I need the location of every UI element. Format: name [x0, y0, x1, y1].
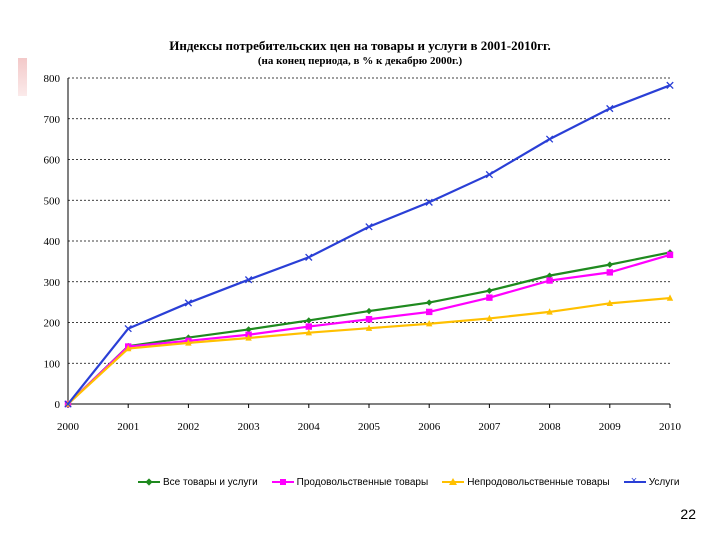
legend-label: Услуги	[648, 476, 680, 488]
legend-label: Непродовольственные товары	[467, 476, 610, 488]
series-line-3	[67, 84, 671, 405]
data-point	[486, 294, 493, 301]
legend-swatch	[442, 477, 465, 487]
data-point	[546, 272, 553, 279]
data-point	[184, 299, 193, 307]
data-point	[545, 135, 554, 143]
data-point	[245, 326, 252, 333]
data-point	[425, 198, 433, 206]
x-tick-label: 2007	[478, 421, 501, 433]
chart-title: Индексы потребительских цен на товары и …	[169, 38, 551, 53]
x-tick-label: 2009	[599, 421, 622, 433]
data-point	[305, 317, 312, 324]
data-point	[185, 339, 192, 346]
data-point	[486, 314, 493, 322]
legend-swatch	[138, 477, 160, 487]
x-tick-label: 2005	[358, 421, 381, 433]
legend-swatch	[271, 477, 294, 487]
data-point	[365, 223, 373, 231]
data-point	[305, 328, 312, 336]
y-tick-label: 400	[44, 236, 61, 248]
legend-label: Все товары и услуги	[163, 476, 258, 488]
x-tick-label: 2006	[418, 421, 441, 433]
data-point	[245, 334, 252, 341]
data-point	[666, 294, 674, 301]
data-point	[606, 269, 613, 276]
data-point	[666, 251, 674, 259]
y-tick-label: 0	[55, 399, 61, 411]
data-point	[305, 323, 312, 330]
legend-item: Все товары и услуги	[138, 477, 258, 488]
legend-item: Непродовольственные товары	[442, 477, 610, 488]
legend-swatch: ×	[623, 476, 646, 487]
legend-label: Продовольственные товары	[296, 476, 429, 488]
x-tick-label: 2000	[57, 421, 80, 433]
y-tick-label: 700	[44, 114, 61, 126]
x-tick-label: 2002	[177, 421, 199, 433]
data-point	[244, 276, 253, 284]
y-tick-label: 300	[44, 277, 61, 289]
data-point	[365, 324, 373, 331]
data-point	[426, 308, 433, 316]
data-point	[426, 299, 433, 306]
data-point	[666, 81, 674, 89]
y-tick-label: 600	[44, 155, 61, 167]
data-point	[124, 324, 132, 333]
x-tick-label: 2008	[539, 421, 562, 433]
x-tick-label: 2003	[238, 421, 261, 433]
data-point	[305, 253, 313, 261]
legend-item: Продовольственные товары	[271, 476, 429, 488]
data-point	[485, 170, 494, 179]
y-tick-label: 200	[44, 318, 61, 330]
chart-subtitle: (на конец периода, в % к декабрю 2000г.)	[257, 55, 463, 67]
slide-accent-bar	[18, 58, 27, 96]
x-tick-label: 2001	[117, 421, 139, 433]
y-tick-label: 800	[44, 73, 61, 85]
data-point	[64, 400, 72, 408]
data-point	[606, 299, 613, 307]
data-point	[426, 320, 433, 327]
data-point	[546, 277, 553, 284]
chart-legend: Все товары и услуги Продовольственные тов…	[138, 474, 680, 490]
data-point	[486, 287, 493, 294]
page-number: 22	[680, 506, 696, 522]
data-point	[365, 307, 373, 315]
data-point	[606, 261, 613, 268]
data-point	[365, 316, 373, 323]
data-point	[546, 308, 553, 315]
y-tick-label: 100	[44, 358, 61, 370]
x-tick-label: 2010	[659, 421, 682, 433]
x-tick-label: 2004	[298, 421, 321, 433]
legend-item: × Услуги	[623, 476, 680, 488]
data-point	[125, 344, 132, 352]
data-point	[606, 104, 614, 113]
y-tick-label: 500	[44, 195, 61, 207]
